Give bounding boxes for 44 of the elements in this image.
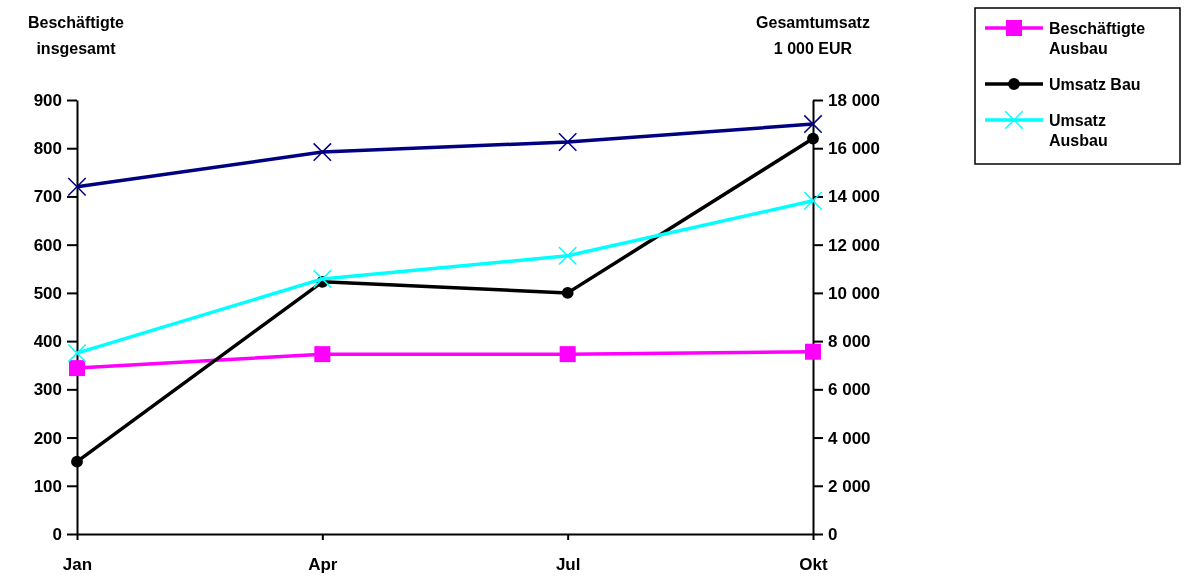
y2-tick-label: 14 000	[828, 187, 880, 207]
y-tick-label: 300	[33, 380, 62, 400]
y2-axis-title: Gesamtumsatz 1 000 EUR	[756, 14, 870, 57]
y2-tick-label: 18 000	[828, 90, 880, 110]
y2-tick-label: 8 000	[828, 332, 871, 352]
y2-tick-label: 2 000	[828, 476, 871, 496]
point	[312, 142, 332, 162]
y-tick-label: 700	[33, 187, 62, 207]
point	[69, 360, 85, 377]
point	[561, 286, 574, 299]
y-tick-label: 100	[33, 476, 62, 496]
y-tick-label: 800	[33, 139, 62, 159]
point	[559, 346, 576, 363]
point	[805, 343, 821, 360]
point	[558, 246, 578, 266]
point	[67, 343, 87, 363]
y2-tick-label: 16 000	[828, 139, 880, 159]
y-tick-label: 0	[52, 524, 62, 544]
y-tick-label: 900	[33, 90, 62, 110]
point	[71, 455, 83, 468]
point	[67, 177, 87, 197]
y-tick-label: 600	[33, 235, 62, 255]
y-axis-title: Beschäftigte insgesamt	[27, 14, 125, 57]
point	[807, 132, 819, 145]
legend-label: Beschäftigte Ausbau	[1049, 20, 1146, 57]
legend-label: Umsatz Ausbau	[1049, 112, 1108, 149]
x-tick-label: Apr	[308, 555, 338, 575]
y-tick-label: 400	[33, 332, 62, 352]
point	[803, 114, 823, 134]
x-tick-label: Jan	[62, 555, 93, 575]
y-tick-label: 200	[33, 428, 62, 448]
point	[558, 132, 578, 152]
y2-tick-label: 10 000	[828, 283, 880, 303]
legend-label: Umsatz Bau	[1049, 76, 1141, 93]
x-tick-label: Jul	[555, 555, 581, 575]
y2-tick-label: 0	[828, 524, 838, 544]
x-tick-label: Okt	[799, 555, 829, 575]
point	[314, 346, 331, 363]
y2-tick-label: 12 000	[828, 235, 880, 255]
y2-tick-label: 6 000	[828, 380, 871, 400]
point	[803, 191, 823, 211]
y2-tick-label: 4 000	[828, 428, 871, 448]
point	[312, 269, 332, 289]
y-tick-label: 500	[33, 283, 62, 303]
